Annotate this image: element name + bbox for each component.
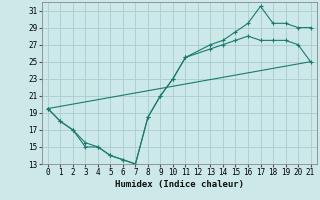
- X-axis label: Humidex (Indice chaleur): Humidex (Indice chaleur): [115, 180, 244, 189]
